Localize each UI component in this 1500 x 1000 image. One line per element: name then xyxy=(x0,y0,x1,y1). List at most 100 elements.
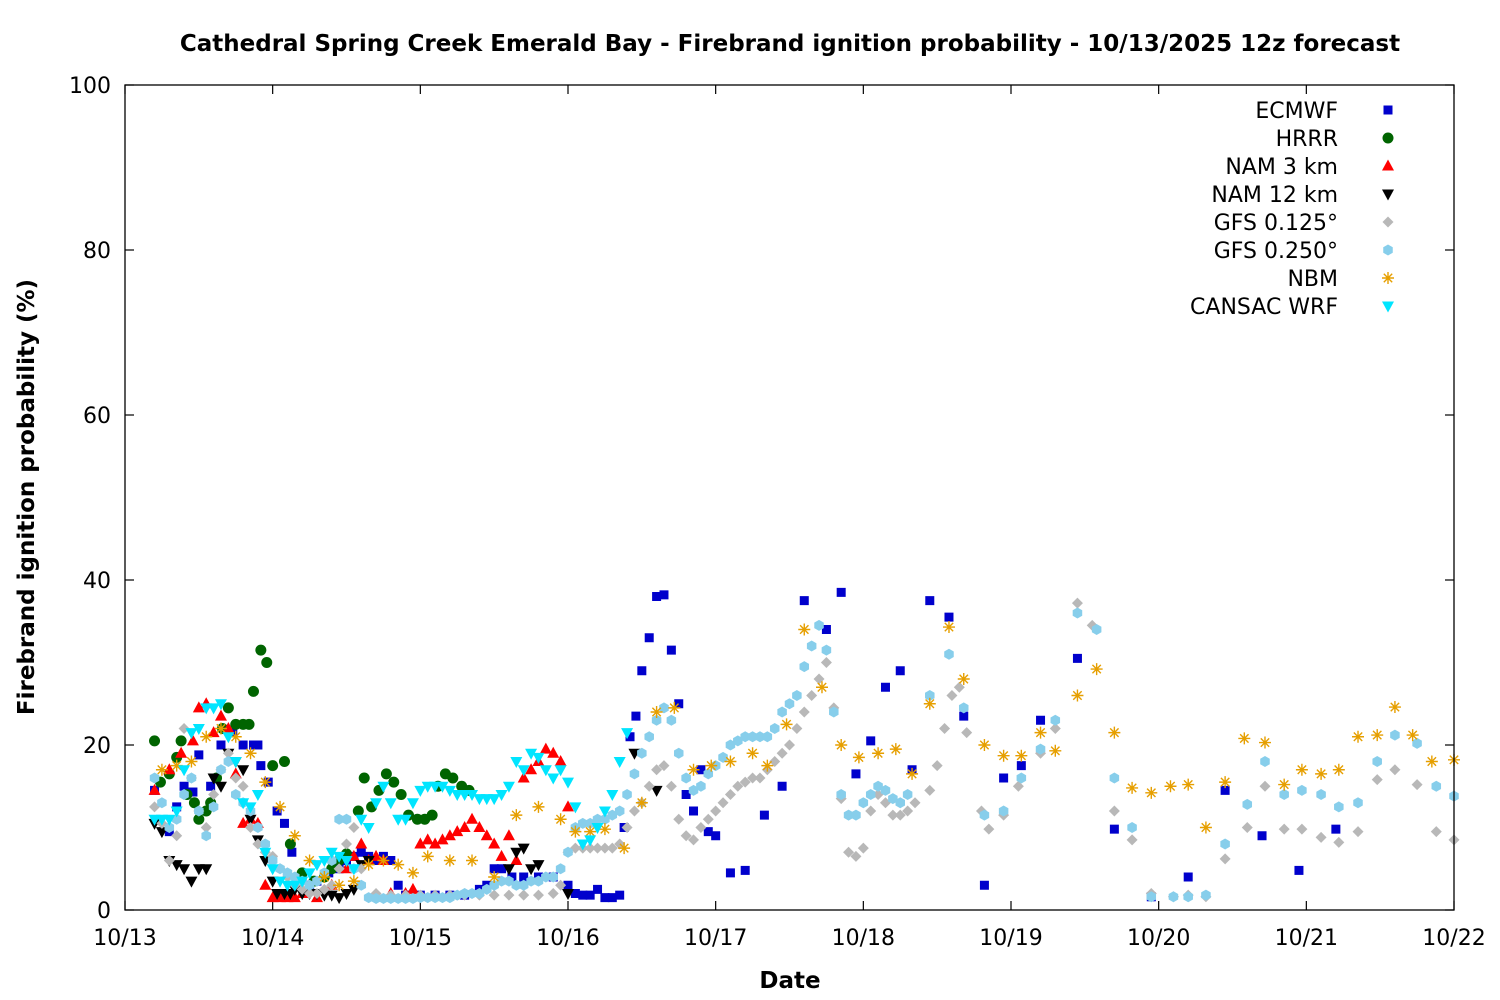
data-point xyxy=(696,780,706,792)
data-point xyxy=(659,590,669,600)
data-point xyxy=(1199,821,1212,834)
data-point xyxy=(895,797,906,809)
x-tick-label: 10/22 xyxy=(1422,926,1485,951)
data-point xyxy=(443,829,456,841)
data-point xyxy=(163,855,175,866)
data-point xyxy=(1431,780,1442,792)
data-point xyxy=(1072,653,1082,663)
data-point xyxy=(696,765,706,775)
data-point xyxy=(200,864,213,876)
data-point xyxy=(284,838,296,850)
data-point xyxy=(578,817,588,829)
data-point xyxy=(489,879,499,891)
data-point xyxy=(378,892,389,904)
data-point xyxy=(673,813,685,825)
data-point xyxy=(1406,729,1419,742)
data-point xyxy=(395,789,407,800)
data-point xyxy=(188,797,200,809)
data-point xyxy=(267,760,279,772)
data-point xyxy=(554,765,567,777)
data-point xyxy=(821,625,831,634)
data-point xyxy=(194,750,204,760)
data-point xyxy=(541,871,551,883)
data-point xyxy=(1164,780,1177,793)
data-point xyxy=(533,875,544,887)
data-point xyxy=(188,787,198,797)
data-point xyxy=(1126,834,1138,846)
data-point xyxy=(170,759,183,772)
data-point xyxy=(356,879,367,891)
data-point xyxy=(495,790,508,801)
data-point xyxy=(259,878,272,890)
data-point xyxy=(408,892,418,904)
data-point xyxy=(207,773,220,785)
data-point xyxy=(303,854,316,867)
data-point xyxy=(326,879,338,891)
data-point xyxy=(761,759,774,772)
data-point xyxy=(1091,624,1102,635)
data-point xyxy=(303,868,316,880)
data-point xyxy=(740,865,750,875)
data-point xyxy=(532,889,544,901)
data-point xyxy=(843,809,854,821)
data-point xyxy=(334,813,344,825)
data-point xyxy=(466,854,479,867)
data-point xyxy=(517,843,530,855)
data-point xyxy=(872,747,885,760)
series-gfs-0-250 xyxy=(149,607,1459,904)
data-point xyxy=(170,806,183,818)
data-point xyxy=(406,882,419,894)
data-point xyxy=(821,644,832,656)
data-point xyxy=(1242,798,1253,810)
data-point xyxy=(1108,805,1120,817)
data-point xyxy=(1220,785,1230,795)
data-point xyxy=(865,805,877,817)
data-point xyxy=(519,872,529,882)
data-point xyxy=(488,889,500,901)
data-point xyxy=(347,864,360,876)
legend-marker xyxy=(1382,301,1394,313)
data-point xyxy=(426,809,438,821)
data-point xyxy=(185,755,198,768)
data-point xyxy=(148,783,161,795)
data-point xyxy=(547,773,560,785)
y-tick-label: 100 xyxy=(69,74,111,99)
data-point xyxy=(650,785,663,797)
data-point xyxy=(762,731,773,743)
data-point xyxy=(894,809,906,821)
data-point xyxy=(1035,743,1046,755)
data-point xyxy=(631,711,641,721)
data-point xyxy=(710,805,722,817)
data-point xyxy=(267,855,278,866)
data-point xyxy=(1279,789,1289,800)
data-point xyxy=(924,784,936,796)
data-point xyxy=(1219,776,1232,789)
data-point xyxy=(1257,831,1267,841)
data-point xyxy=(606,842,618,854)
data-point xyxy=(1090,663,1103,676)
data-point xyxy=(1109,772,1120,784)
data-point xyxy=(806,690,818,701)
data-point xyxy=(443,785,456,797)
data-point xyxy=(547,746,560,758)
data-point xyxy=(178,864,191,876)
data-point xyxy=(430,892,440,904)
data-point xyxy=(815,681,828,694)
data-point xyxy=(562,889,574,900)
data-point xyxy=(237,798,250,810)
data-point xyxy=(629,768,640,780)
data-point xyxy=(622,789,632,800)
data-point xyxy=(1072,607,1083,619)
data-point xyxy=(613,757,626,768)
data-point xyxy=(584,825,597,838)
data-point xyxy=(703,827,713,837)
data-point xyxy=(600,813,610,825)
y-tick-label: 40 xyxy=(83,569,111,594)
data-point xyxy=(1352,826,1364,838)
data-point xyxy=(570,889,580,898)
data-point xyxy=(185,728,198,740)
data-point xyxy=(644,731,654,743)
data-point xyxy=(843,846,855,858)
data-point xyxy=(466,790,479,801)
data-point xyxy=(836,587,846,597)
